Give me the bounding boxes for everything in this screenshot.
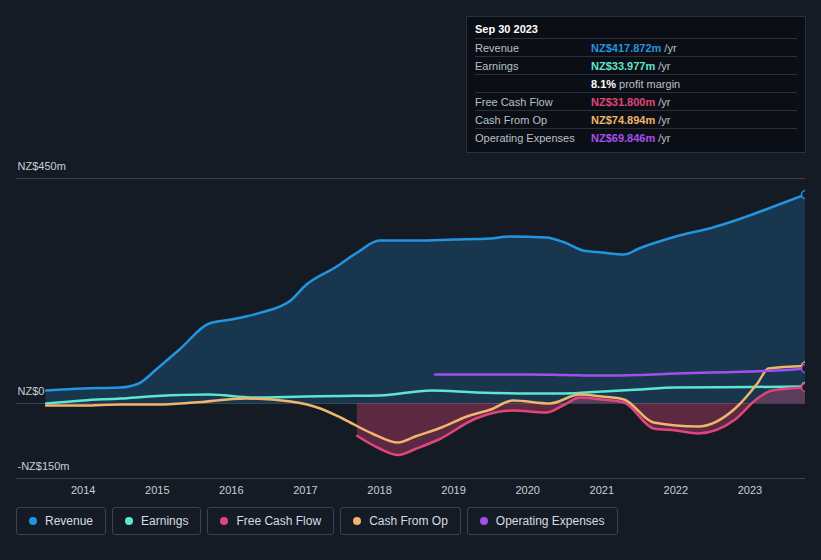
- html-text:NZ$31.800m /yr: NZ$31.800m /yr: [591, 95, 671, 108]
- html-text:Operating Expenses: Operating Expenses: [495, 514, 605, 528]
- svg-text:2023: 2023: [738, 484, 762, 496]
- html-text:Cash From Op: Cash From Op: [369, 514, 448, 528]
- svg-text:2016: 2016: [219, 484, 243, 496]
- svg-text:2014: 2014: [71, 484, 95, 496]
- svg-text:2015: 2015: [145, 484, 169, 496]
- svg-text:2020: 2020: [515, 484, 539, 496]
- html-text:NZ$417.872m /yr: NZ$417.872m /yr: [591, 41, 677, 54]
- html-text:Cash From Op: Cash From Op: [475, 113, 548, 126]
- svg-text:2018: 2018: [367, 484, 391, 496]
- svg-text:2019: 2019: [441, 484, 465, 496]
- html-text:NZ$33.977m /yr: NZ$33.977m /yr: [591, 59, 671, 72]
- html-text:Sep 30 2023: Sep 30 2023: [475, 23, 538, 35]
- html-text:Earnings: Earnings: [475, 59, 519, 72]
- html-text:Free Cash Flow: Free Cash Flow: [236, 514, 322, 528]
- html-text:Operating Expenses: Operating Expenses: [475, 131, 575, 144]
- html-text:8.1% profit margin: 8.1% profit margin: [591, 77, 681, 90]
- html-text:Earnings: Earnings: [141, 514, 189, 528]
- svg-text:2021: 2021: [590, 484, 614, 496]
- svg-text:-NZ$150m: -NZ$150m: [18, 460, 70, 472]
- html-text:NZ$69.846m /yr: NZ$69.846m /yr: [591, 131, 671, 144]
- html-text:NZ$74.894m /yr: NZ$74.894m /yr: [591, 113, 671, 126]
- html-text:Free Cash Flow: Free Cash Flow: [475, 95, 553, 108]
- svg-text:2017: 2017: [293, 484, 317, 496]
- html-text:Revenue: Revenue: [475, 41, 519, 54]
- svg-text:NZ$0: NZ$0: [18, 385, 45, 397]
- html-text:Revenue: Revenue: [45, 514, 93, 528]
- svg-text:2022: 2022: [664, 484, 688, 496]
- svg-text:NZ$450m: NZ$450m: [18, 160, 66, 172]
